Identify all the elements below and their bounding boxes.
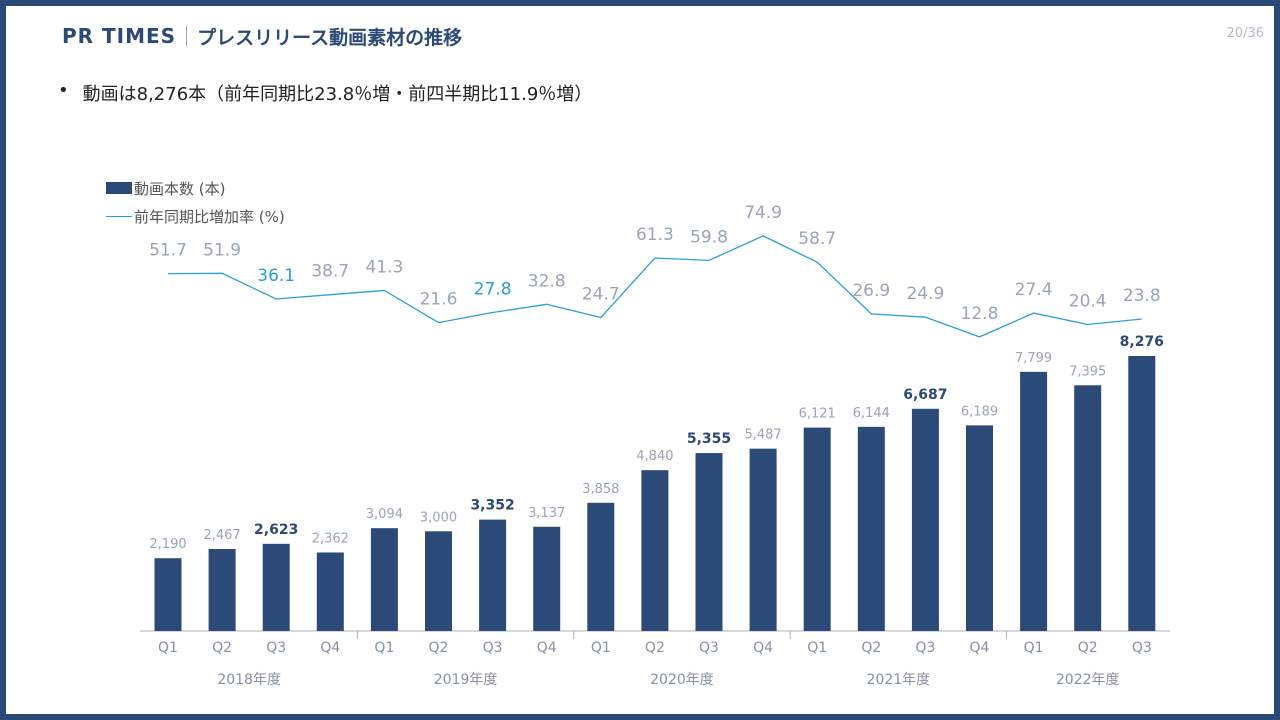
group-label: 2022年度 (1056, 672, 1120, 688)
line-value-label: 61.3 (636, 225, 674, 245)
summary-bullet: • 動画は8,276本（前年同期比23.8％増・前四半期比11.9％増） (58, 80, 592, 106)
bar-value-label: 6,144 (853, 406, 890, 421)
bar (857, 426, 885, 631)
bar-value-label: 3,094 (366, 507, 403, 522)
x-tick-label: Q3 (699, 640, 719, 656)
group-label: 2020年度 (650, 672, 714, 688)
x-tick-label: Q1 (374, 640, 394, 656)
bar (641, 470, 669, 631)
line-value-label: 12.8 (961, 304, 999, 324)
line-value-label: 51.7 (149, 241, 187, 261)
bar (1020, 371, 1048, 631)
line-value-label: 38.7 (311, 262, 349, 282)
bar-value-label: 2,190 (149, 537, 186, 552)
bar-value-label: 7,799 (1015, 351, 1052, 366)
bar (749, 448, 777, 631)
line-value-label: 58.7 (798, 229, 836, 249)
legend-item-bars: 動画本数 (本) (106, 174, 285, 202)
bar-value-label: 2,467 (203, 528, 240, 543)
bar-value-label: 6,189 (961, 404, 998, 419)
brand-logo: PR TIMES (62, 24, 177, 48)
x-tick-label: Q4 (753, 640, 773, 656)
x-tick-label: Q4 (970, 640, 990, 656)
bar (479, 519, 507, 631)
legend-line-label: 前年同期比増加率 (%) (134, 207, 285, 226)
x-tick-label: Q2 (1078, 640, 1098, 656)
legend-line-swatch (106, 215, 132, 217)
bullet-icon: • (58, 80, 69, 101)
bar (533, 526, 561, 631)
x-tick-label: Q3 (266, 640, 286, 656)
line-value-label: 23.8 (1123, 286, 1161, 306)
bar (695, 453, 723, 631)
bar-value-label: 8,276 (1120, 334, 1164, 350)
line-value-label: 21.6 (420, 290, 458, 310)
bar-value-label: 6,687 (903, 387, 947, 403)
bar-value-label: 3,137 (528, 506, 565, 521)
line-value-label: 74.9 (744, 203, 782, 223)
bar (587, 502, 615, 631)
line-value-label: 26.9 (852, 281, 890, 301)
line-value-label: 27.4 (1015, 280, 1053, 300)
x-tick-label: Q3 (915, 640, 935, 656)
bar-value-label: 6,121 (799, 407, 836, 422)
x-tick-label: Q1 (591, 640, 611, 656)
bar (911, 408, 939, 631)
legend-bar-label: 動画本数 (本) (134, 179, 226, 198)
x-tick-label: Q2 (212, 640, 232, 656)
line-value-label: 32.8 (528, 271, 566, 291)
chart-legend: 動画本数 (本) 前年同期比増加率 (%) (106, 174, 285, 230)
x-tick-label: Q1 (807, 640, 827, 656)
legend-item-line: 前年同期比増加率 (%) (106, 202, 285, 230)
bar-value-label: 2,623 (254, 522, 298, 538)
bar (370, 528, 398, 631)
slide-title: プレスリリース動画素材の推移 (197, 26, 463, 49)
bar (1074, 385, 1102, 631)
bar (208, 549, 236, 631)
bar (154, 558, 182, 631)
bar (966, 425, 993, 631)
x-tick-label: Q1 (158, 640, 178, 656)
bar-value-label: 5,487 (744, 428, 781, 443)
bar (316, 552, 344, 631)
bar-value-label: 3,352 (470, 498, 514, 514)
bar (803, 427, 831, 631)
growth-rate-line (167, 235, 1142, 338)
x-tick-label: Q4 (320, 640, 340, 656)
line-value-label: 59.8 (690, 227, 728, 247)
line-value-label: 41.3 (365, 258, 403, 278)
line-value-label: 27.8 (474, 279, 512, 299)
line-value-label: 36.1 (257, 266, 295, 286)
line-value-label: 24.9 (906, 284, 944, 304)
x-tick-label: Q2 (645, 640, 665, 656)
summary-text: 動画は8,276本（前年同期比23.8％増・前四半期比11.9％増） (82, 84, 593, 105)
x-tick-label: Q3 (1132, 640, 1152, 656)
group-label: 2019年度 (434, 672, 498, 688)
group-label: 2021年度 (867, 672, 931, 688)
bar-value-label: 3,000 (420, 510, 457, 525)
slide-header: PR TIMES プレスリリース動画素材の推移 (62, 22, 462, 50)
x-tick-label: Q2 (429, 640, 449, 656)
bar (262, 543, 290, 631)
bar-value-label: 5,355 (687, 431, 731, 447)
x-tick-label: Q4 (537, 640, 557, 656)
bar (425, 531, 452, 631)
line-value-label: 24.7 (582, 285, 620, 305)
bar-value-label: 2,362 (312, 532, 349, 547)
line-value-label: 20.4 (1069, 292, 1107, 312)
bar-value-label: 3,858 (582, 482, 619, 497)
bar-value-label: 7,395 (1069, 364, 1106, 379)
line-value-label: 51.9 (203, 240, 241, 260)
x-tick-label: Q3 (483, 640, 503, 656)
x-tick-label: Q1 (1024, 640, 1044, 656)
group-label: 2018年度 (217, 672, 281, 688)
page-number: 20/36 (1226, 26, 1264, 41)
bar-value-label: 4,840 (636, 449, 673, 464)
header-divider (186, 26, 188, 46)
bar (1128, 356, 1156, 631)
legend-bar-swatch (106, 182, 132, 194)
x-tick-label: Q2 (861, 640, 881, 656)
